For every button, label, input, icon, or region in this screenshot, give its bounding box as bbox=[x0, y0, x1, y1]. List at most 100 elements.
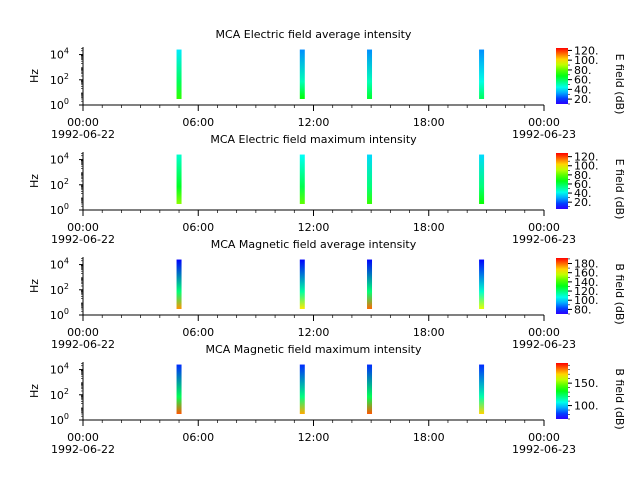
y-tick-base: 10 bbox=[50, 259, 64, 272]
colorbar-label: B field (dB) bbox=[613, 263, 626, 324]
panel-1: MCA Electric field average intensity1001… bbox=[28, 28, 626, 141]
chart-title: MCA Magnetic field average intensity bbox=[211, 238, 417, 251]
y-tick-exponent: 4 bbox=[64, 47, 69, 56]
y-tick-label: 100 bbox=[50, 97, 69, 112]
burst-3-mark bbox=[367, 259, 373, 309]
burst-1 bbox=[176, 49, 182, 99]
colorbar bbox=[556, 363, 568, 419]
burst-1-mark bbox=[176, 154, 182, 204]
burst-4 bbox=[479, 259, 485, 309]
x-tick-label: 12:00 bbox=[298, 221, 330, 234]
x-tick-label: 12:00 bbox=[298, 116, 330, 129]
burst-3-mark bbox=[367, 154, 373, 204]
y-tick-label: 104 bbox=[50, 257, 69, 272]
x-date-end: 1992-06-23 bbox=[512, 128, 576, 141]
burst-3-mark bbox=[367, 49, 373, 99]
x-tick-label: 06:00 bbox=[182, 431, 214, 444]
burst-4 bbox=[479, 364, 485, 414]
y-tick-exponent: 2 bbox=[64, 72, 69, 81]
burst-4-mark bbox=[479, 154, 485, 204]
x-tick-label: 12:00 bbox=[298, 431, 330, 444]
x-tick-label: 06:00 bbox=[182, 326, 214, 339]
colorbar-tick-label: 60. bbox=[574, 178, 592, 191]
colorbar-tick-label: 120. bbox=[574, 44, 599, 57]
x-tick-label: 18:00 bbox=[413, 326, 445, 339]
y-tick-label: 104 bbox=[50, 362, 69, 377]
burst-2 bbox=[299, 154, 305, 204]
y-tick-label: 100 bbox=[50, 202, 69, 217]
chart-title: MCA Magnetic field maximum intensity bbox=[206, 343, 422, 356]
burst-2-mark bbox=[299, 364, 305, 414]
y-tick-base: 10 bbox=[50, 389, 64, 402]
y-tick-exponent: 4 bbox=[64, 362, 69, 371]
chart-title: MCA Electric field average intensity bbox=[216, 28, 412, 41]
burst-2-mark bbox=[299, 154, 305, 204]
x-tick-label: 00:00 bbox=[528, 431, 560, 444]
colorbar-tick-label: 150. bbox=[574, 377, 599, 390]
burst-3 bbox=[367, 364, 373, 414]
burst-3 bbox=[367, 259, 373, 309]
x-date-end: 1992-06-23 bbox=[512, 443, 576, 456]
panel-2: MCA Electric field maximum intensity 100 1… bbox=[28, 133, 626, 246]
panel-4: MCA Magnetic field maximum intensity1001… bbox=[28, 343, 626, 456]
x-date-end: 1992-06-23 bbox=[512, 338, 576, 351]
y-tick-exponent: 2 bbox=[64, 177, 69, 186]
burst-2 bbox=[299, 49, 305, 99]
burst-4-mark bbox=[479, 364, 485, 414]
burst-1-mark bbox=[176, 364, 182, 414]
colorbar-label: B field (dB) bbox=[613, 368, 626, 429]
x-tick-label: 00:00 bbox=[528, 326, 560, 339]
y-tick-base: 10 bbox=[50, 414, 64, 427]
colorbar bbox=[556, 48, 568, 104]
colorbar-tick-label: 20. bbox=[574, 93, 592, 106]
y-tick-label: 102 bbox=[50, 282, 69, 297]
burst-3 bbox=[367, 154, 373, 204]
x-date-start: 1992-06-22 bbox=[51, 338, 115, 351]
y-tick-label: 102 bbox=[50, 72, 69, 87]
burst-2-mark bbox=[299, 49, 305, 99]
colorbar-tick-label: 80. bbox=[574, 303, 592, 316]
y-tick-label: 102 bbox=[50, 177, 69, 192]
x-tick-label: 18:00 bbox=[413, 116, 445, 129]
y-axis-label: Hz bbox=[28, 384, 41, 398]
x-tick-label: 18:00 bbox=[413, 221, 445, 234]
y-tick-label: 104 bbox=[50, 47, 69, 62]
colorbar-tick-label: 120. bbox=[574, 151, 599, 164]
x-date-start: 1992-06-22 bbox=[51, 443, 115, 456]
x-date-end: 1992-06-23 bbox=[512, 233, 576, 246]
panel-3: MCA Magnetic field average intensity1001… bbox=[28, 238, 626, 351]
y-tick-label: 100 bbox=[50, 412, 69, 427]
y-tick-base: 10 bbox=[50, 179, 64, 192]
x-tick-label: 00:00 bbox=[528, 221, 560, 234]
y-tick-base: 10 bbox=[50, 364, 64, 377]
y-tick-base: 10 bbox=[50, 154, 64, 167]
y-tick-exponent: 2 bbox=[64, 387, 69, 396]
burst-1 bbox=[176, 364, 182, 414]
x-date-start: 1992-06-22 bbox=[51, 233, 115, 246]
x-tick-label: 06:00 bbox=[182, 116, 214, 129]
y-tick-base: 10 bbox=[50, 284, 64, 297]
x-tick-label: 00:00 bbox=[67, 116, 99, 129]
colorbar-tick-label: 60. bbox=[574, 74, 592, 87]
chart-title: MCA Electric field maximum intensity bbox=[210, 133, 417, 146]
colorbar bbox=[556, 153, 568, 209]
x-tick-label: 06:00 bbox=[182, 221, 214, 234]
y-tick-exponent: 4 bbox=[64, 257, 69, 266]
colorbar-tick-label: 140. bbox=[574, 276, 599, 289]
colorbar-tick-label: 20. bbox=[574, 196, 592, 209]
colorbar-label: E field (dB) bbox=[613, 54, 626, 115]
burst-1 bbox=[176, 154, 182, 204]
colorbar-tick-label: 120. bbox=[574, 285, 599, 298]
burst-2 bbox=[299, 364, 305, 414]
burst-4-mark bbox=[479, 259, 485, 309]
y-axis-label: Hz bbox=[28, 69, 41, 83]
y-tick-base: 10 bbox=[50, 99, 64, 112]
y-axis-label: Hz bbox=[28, 174, 41, 188]
colorbar-tick-label: 80. bbox=[574, 169, 592, 182]
burst-3 bbox=[367, 49, 373, 99]
burst-4 bbox=[479, 49, 485, 99]
y-tick-exponent: 0 bbox=[64, 97, 69, 106]
y-tick-exponent: 0 bbox=[64, 412, 69, 421]
x-tick-label: 18:00 bbox=[413, 431, 445, 444]
colorbar-tick-label: 180. bbox=[574, 258, 599, 271]
